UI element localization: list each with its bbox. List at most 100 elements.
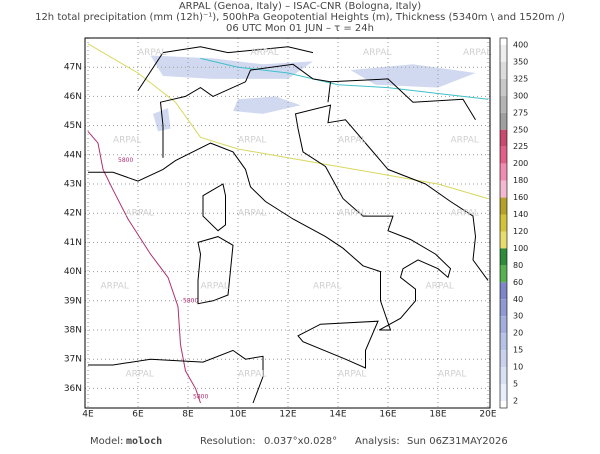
colorbar-swatch xyxy=(500,180,507,198)
colorbar-label: 275 xyxy=(513,108,528,117)
watermark: ARPAL xyxy=(338,136,366,146)
watermark: ARPAL xyxy=(451,136,479,146)
colorbar-swatch xyxy=(500,78,507,96)
colorbar-swatch xyxy=(500,112,507,130)
colorbar-swatch xyxy=(500,384,507,401)
colorbar-label: 120 xyxy=(513,227,528,236)
colorbar-swatch xyxy=(500,231,507,249)
header-line: 12h total precipitation (mm (12h)⁻¹), 50… xyxy=(35,12,565,23)
colorbar-label: 200 xyxy=(513,159,528,168)
lat-label: 36N xyxy=(64,384,82,394)
colorbar-label: 400 xyxy=(513,41,528,50)
watermark: ARPAL xyxy=(126,209,154,219)
lon-label: 6E xyxy=(132,410,144,420)
colorbar-label: 180 xyxy=(513,176,528,185)
island xyxy=(197,236,234,305)
watermark: ARPAL xyxy=(463,48,491,58)
colorbar-swatch xyxy=(500,333,507,351)
colorbar-label: 80 xyxy=(513,261,523,270)
watermark: ARPAL xyxy=(238,369,266,379)
colorbar-swatch xyxy=(500,129,507,147)
lon-label: 12E xyxy=(279,410,296,420)
colorbar-swatch xyxy=(500,265,507,283)
colorbar-label: 250 xyxy=(513,125,528,134)
colorbar-label: 10 xyxy=(513,363,523,372)
colorbar-label: 300 xyxy=(513,91,528,100)
footer-label: Analysis: xyxy=(355,436,400,447)
coastline xyxy=(88,349,264,404)
watermark: ARPAL xyxy=(138,48,166,58)
colorbar-swatch xyxy=(500,350,507,368)
colorbar-swatch xyxy=(500,367,507,385)
lat-label: 42N xyxy=(64,209,82,219)
map-frame xyxy=(84,37,491,409)
header-line: ARPAL (Genoa, Italy) – ISAC-CNR (Bologna… xyxy=(179,1,421,12)
lat-label: 40N xyxy=(64,267,82,277)
coastline xyxy=(88,104,489,331)
watermark: ARPAL xyxy=(451,209,479,219)
watermark: ARPAL xyxy=(338,209,366,219)
precip-area xyxy=(233,96,301,114)
colorbar-swatch xyxy=(500,95,507,113)
watermark: ARPAL xyxy=(313,282,341,292)
colorbar-swatch xyxy=(500,299,507,317)
coastline xyxy=(137,46,314,91)
lat-label: 37N xyxy=(64,355,82,365)
header-line: 06 UTC Mon 01 JUN – τ = 24h xyxy=(226,23,374,34)
colorbar-label: 15 xyxy=(513,346,523,355)
lat-label: 39N xyxy=(64,296,82,306)
island xyxy=(297,320,379,369)
watermark: ARPAL xyxy=(426,282,454,292)
island xyxy=(202,183,226,232)
colorbar-label: 325 xyxy=(513,74,528,83)
colorbar-label: 160 xyxy=(513,193,528,202)
watermark: ARPAL xyxy=(126,369,154,379)
colorbar-swatch xyxy=(500,197,507,215)
lon-label: 14E xyxy=(329,410,346,420)
watermark: ARPAL xyxy=(338,369,366,379)
thickness-contour xyxy=(200,57,489,100)
footer-label: Model: xyxy=(90,436,123,447)
colorbar-label: 2 xyxy=(513,397,518,406)
height-contour xyxy=(87,131,201,404)
lat-label: 46N xyxy=(64,92,82,102)
lon-label: 10E xyxy=(229,410,246,420)
lon-label: 20E xyxy=(479,410,496,420)
watermark: ARPAL xyxy=(438,369,466,379)
coastline xyxy=(330,78,476,121)
footer-label: Resolution: xyxy=(200,436,256,447)
watermark: ARPAL xyxy=(251,48,279,58)
watermark: ARPAL xyxy=(238,136,266,146)
colorbar-label: 140 xyxy=(513,210,528,219)
contour-label: 5800 xyxy=(118,157,133,164)
lat-label: 47N xyxy=(64,63,82,73)
lon-label: 4E xyxy=(82,410,94,420)
colorbar-label: 40 xyxy=(513,295,523,304)
colorbar-label: 100 xyxy=(513,244,528,253)
colorbar-label: 60 xyxy=(513,278,523,287)
colorbar-swatch xyxy=(500,282,507,300)
colorbar-swatch xyxy=(500,248,507,266)
contour-label: 5800 xyxy=(183,297,198,304)
watermark: ARPAL xyxy=(363,48,391,58)
watermark: ARPAL xyxy=(101,282,129,292)
footer-value: Sun 06Z31MAY2026 xyxy=(407,436,508,447)
colorbar-label: 30 xyxy=(513,312,523,321)
watermark: ARPAL xyxy=(113,136,141,146)
precip-area xyxy=(350,64,476,88)
colorbar-swatch xyxy=(500,214,507,232)
colorbar-swatch xyxy=(500,316,507,334)
watermark: ARPAL xyxy=(201,282,229,292)
lon-label: 8E xyxy=(182,410,194,420)
thickness-contour xyxy=(87,43,489,200)
lat-label: 38N xyxy=(64,326,82,336)
colorbar-swatch xyxy=(500,163,507,181)
lat-label: 43N xyxy=(64,180,82,190)
lat-label: 41N xyxy=(64,238,82,248)
colorbar-label: 225 xyxy=(513,142,528,151)
lon-label: 16E xyxy=(379,410,396,420)
lat-label: 45N xyxy=(64,121,82,131)
footer-value: 0.037°x0.028° xyxy=(264,436,337,447)
precip-area xyxy=(150,55,313,79)
contour-label: 5800 xyxy=(193,394,208,401)
